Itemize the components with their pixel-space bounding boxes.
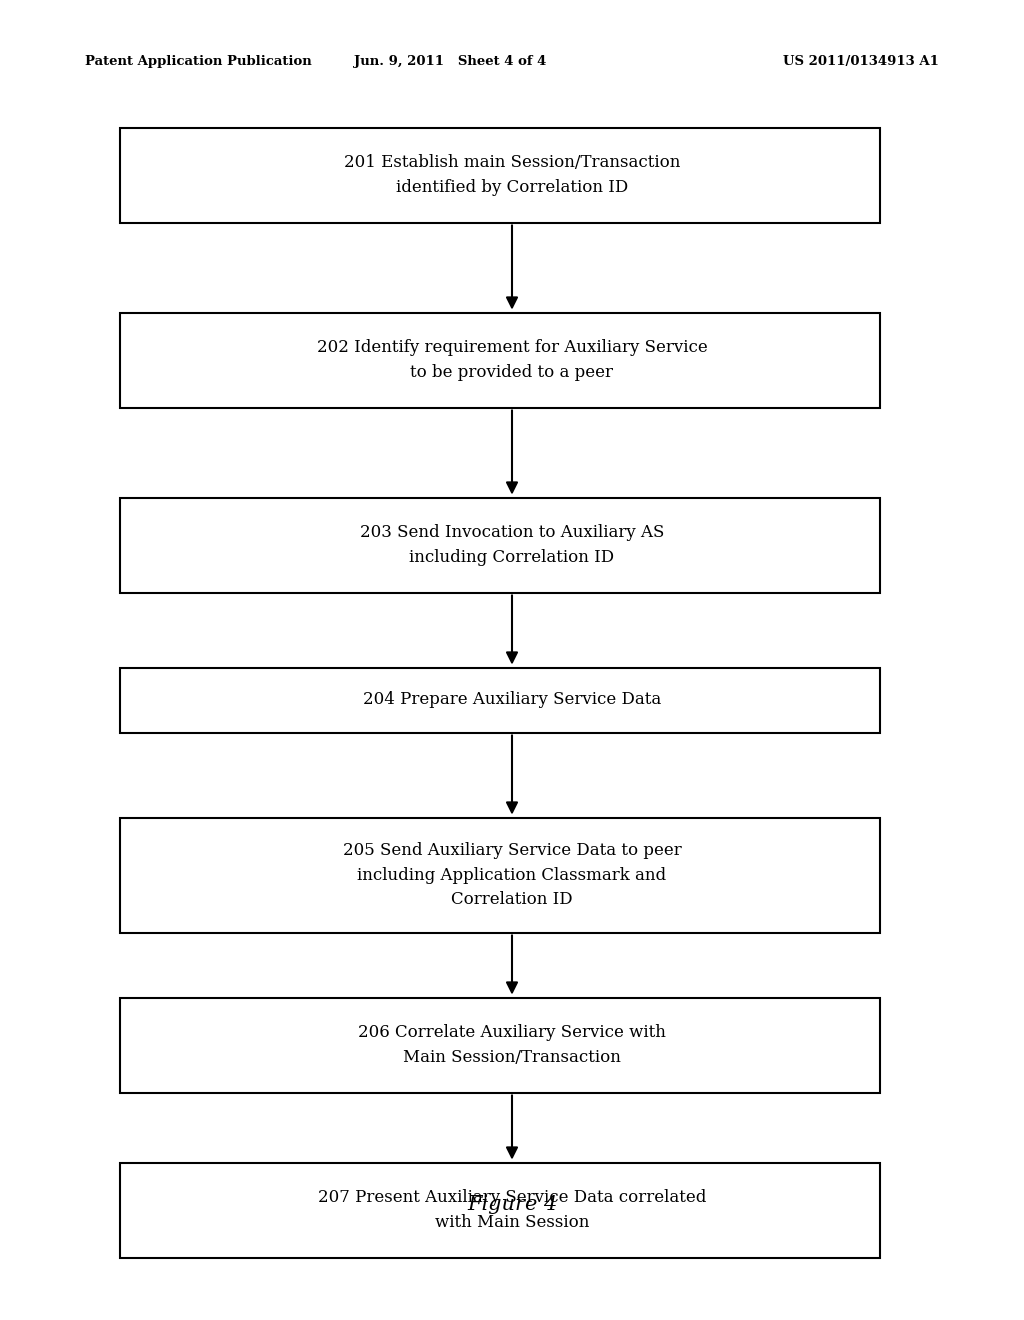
Bar: [120, 1163, 880, 1258]
Text: Figure 4: Figure 4: [467, 1196, 557, 1214]
Text: 205 Send Auxiliary Service Data to peer
including Application Classmark and
Corr: 205 Send Auxiliary Service Data to peer …: [343, 842, 681, 908]
Bar: [120, 128, 880, 223]
Bar: [120, 313, 880, 408]
Text: US 2011/0134913 A1: US 2011/0134913 A1: [783, 55, 939, 69]
Bar: [120, 498, 880, 593]
Text: 207 Present Auxiliary Service Data correlated
with Main Session: 207 Present Auxiliary Service Data corre…: [317, 1189, 707, 1230]
Text: 201 Establish main Session/Transaction
identified by Correlation ID: 201 Establish main Session/Transaction i…: [344, 154, 680, 195]
Text: 206 Correlate Auxiliary Service with
Main Session/Transaction: 206 Correlate Auxiliary Service with Mai…: [358, 1024, 666, 1067]
Text: 204 Prepare Auxiliary Service Data: 204 Prepare Auxiliary Service Data: [362, 692, 662, 709]
Text: Patent Application Publication: Patent Application Publication: [85, 55, 311, 69]
Text: 203 Send Invocation to Auxiliary AS
including Correlation ID: 203 Send Invocation to Auxiliary AS incl…: [359, 524, 665, 566]
Text: Jun. 9, 2011   Sheet 4 of 4: Jun. 9, 2011 Sheet 4 of 4: [354, 55, 547, 69]
Bar: [120, 817, 880, 932]
Text: 202 Identify requirement for Auxiliary Service
to be provided to a peer: 202 Identify requirement for Auxiliary S…: [316, 339, 708, 381]
Bar: [120, 668, 880, 733]
Bar: [120, 998, 880, 1093]
